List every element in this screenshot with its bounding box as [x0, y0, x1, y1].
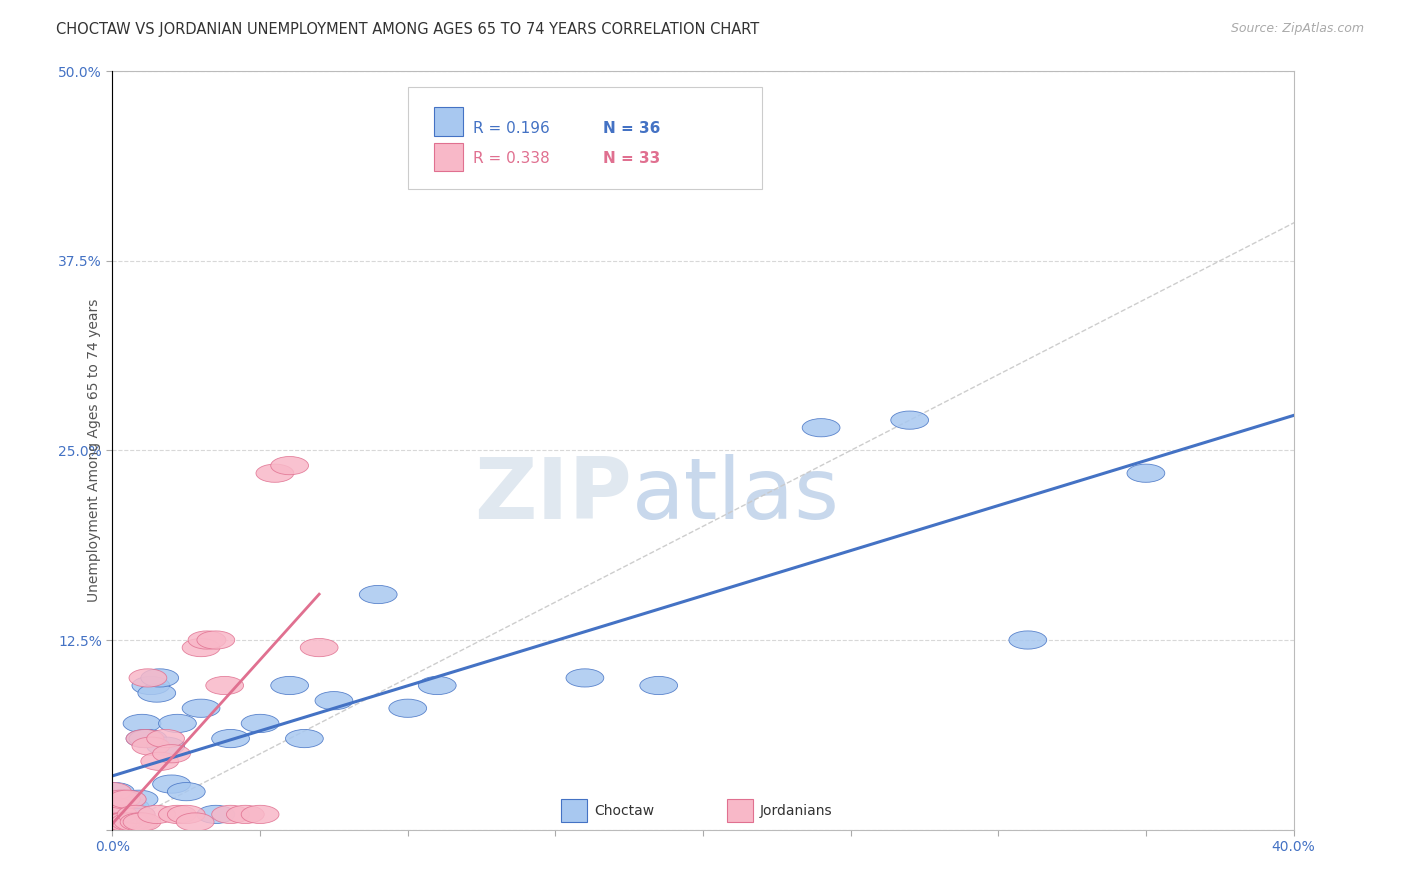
Ellipse shape	[127, 730, 165, 747]
FancyBboxPatch shape	[408, 87, 762, 189]
Text: atlas: atlas	[633, 454, 841, 538]
Ellipse shape	[153, 775, 190, 793]
Ellipse shape	[132, 676, 170, 695]
Text: N = 36: N = 36	[603, 121, 659, 136]
Ellipse shape	[103, 790, 141, 808]
Ellipse shape	[176, 813, 214, 831]
Ellipse shape	[117, 805, 155, 823]
Ellipse shape	[242, 805, 278, 823]
Ellipse shape	[129, 669, 167, 687]
Text: CHOCTAW VS JORDANIAN UNEMPLOYMENT AMONG AGES 65 TO 74 YEARS CORRELATION CHART: CHOCTAW VS JORDANIAN UNEMPLOYMENT AMONG …	[56, 22, 759, 37]
Ellipse shape	[129, 730, 167, 747]
Ellipse shape	[159, 714, 197, 732]
Ellipse shape	[120, 813, 157, 831]
Ellipse shape	[117, 805, 155, 823]
Text: N = 33: N = 33	[603, 151, 659, 166]
Ellipse shape	[242, 714, 278, 732]
Ellipse shape	[97, 797, 135, 816]
Text: Source: ZipAtlas.com: Source: ZipAtlas.com	[1230, 22, 1364, 36]
Ellipse shape	[271, 676, 308, 695]
Ellipse shape	[226, 805, 264, 823]
Ellipse shape	[108, 805, 146, 823]
Ellipse shape	[103, 813, 141, 831]
Ellipse shape	[167, 805, 205, 823]
Ellipse shape	[138, 684, 176, 702]
Ellipse shape	[1010, 631, 1046, 649]
Ellipse shape	[159, 805, 197, 823]
Ellipse shape	[124, 813, 160, 831]
Ellipse shape	[108, 790, 146, 808]
Ellipse shape	[141, 669, 179, 687]
Ellipse shape	[891, 411, 928, 429]
Ellipse shape	[114, 813, 152, 831]
Ellipse shape	[105, 813, 143, 831]
Ellipse shape	[197, 805, 235, 823]
Ellipse shape	[132, 737, 170, 756]
Ellipse shape	[111, 797, 149, 816]
Ellipse shape	[640, 676, 678, 695]
Ellipse shape	[138, 805, 176, 823]
Ellipse shape	[301, 639, 337, 657]
Ellipse shape	[256, 464, 294, 483]
Text: Jordanians: Jordanians	[759, 804, 832, 818]
Ellipse shape	[285, 730, 323, 747]
Ellipse shape	[183, 699, 219, 717]
Ellipse shape	[205, 676, 243, 695]
Ellipse shape	[167, 782, 205, 801]
Ellipse shape	[100, 805, 138, 823]
Ellipse shape	[146, 730, 184, 747]
Ellipse shape	[108, 790, 146, 808]
Ellipse shape	[197, 631, 235, 649]
Text: Choctaw: Choctaw	[595, 804, 654, 818]
Ellipse shape	[105, 805, 143, 823]
FancyBboxPatch shape	[433, 107, 463, 136]
Ellipse shape	[188, 631, 226, 649]
Ellipse shape	[114, 805, 152, 823]
Ellipse shape	[124, 714, 160, 732]
Ellipse shape	[315, 691, 353, 710]
FancyBboxPatch shape	[433, 143, 463, 171]
Ellipse shape	[567, 669, 603, 687]
FancyBboxPatch shape	[727, 799, 752, 822]
Ellipse shape	[212, 730, 249, 747]
Ellipse shape	[146, 737, 184, 756]
Ellipse shape	[97, 782, 135, 801]
Ellipse shape	[389, 699, 426, 717]
Ellipse shape	[100, 790, 138, 808]
FancyBboxPatch shape	[561, 799, 588, 822]
Ellipse shape	[111, 813, 149, 831]
Text: R = 0.338: R = 0.338	[472, 151, 550, 166]
Ellipse shape	[1128, 464, 1164, 483]
Ellipse shape	[120, 790, 157, 808]
Ellipse shape	[212, 805, 249, 823]
Ellipse shape	[103, 797, 141, 816]
Ellipse shape	[141, 752, 179, 771]
Ellipse shape	[94, 782, 131, 801]
Ellipse shape	[127, 730, 165, 747]
Ellipse shape	[419, 676, 456, 695]
Text: ZIP: ZIP	[474, 454, 633, 538]
Ellipse shape	[153, 745, 190, 763]
Ellipse shape	[183, 639, 219, 657]
Text: R = 0.196: R = 0.196	[472, 121, 550, 136]
Ellipse shape	[271, 457, 308, 475]
Ellipse shape	[360, 585, 396, 604]
Y-axis label: Unemployment Among Ages 65 to 74 years: Unemployment Among Ages 65 to 74 years	[87, 299, 101, 602]
Ellipse shape	[803, 418, 839, 437]
Ellipse shape	[100, 813, 138, 831]
